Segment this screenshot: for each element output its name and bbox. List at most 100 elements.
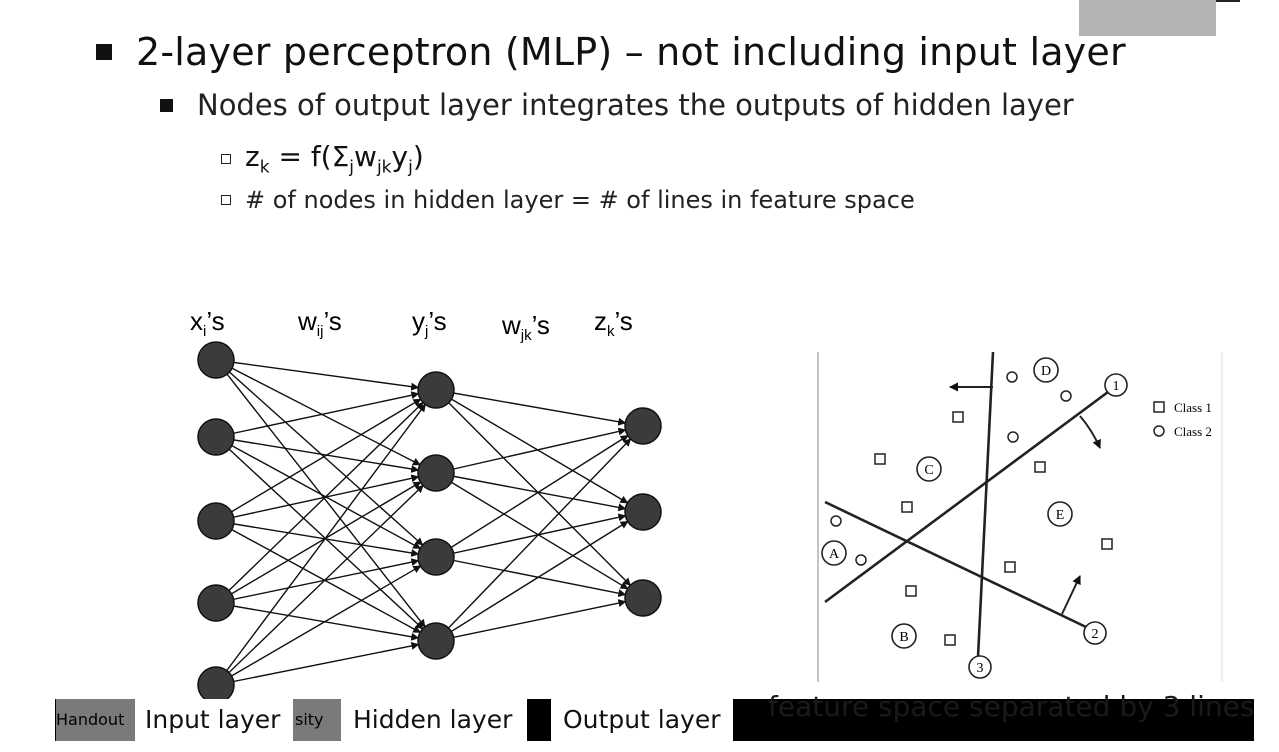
legend-class2-circle-icon [1153, 425, 1165, 437]
corner-gray-box [1079, 0, 1216, 36]
separator-line-1 [824, 390, 1109, 604]
connection-edge [215, 558, 420, 604]
connection-edge [215, 565, 422, 686]
output-node [624, 579, 662, 617]
connection-edge [215, 436, 422, 549]
hidden-node [417, 371, 455, 409]
input-node [197, 502, 235, 540]
connection-edge [435, 513, 627, 558]
formula: zk = f(Σjwjkyj) [245, 140, 424, 178]
legend-class1: Class 1 [1174, 400, 1212, 415]
region-D-circle [1033, 357, 1059, 383]
connection-edge [215, 436, 424, 630]
feature-space-diagram: 1 2 3 A B C D E Class 1 [817, 352, 1223, 682]
connection-edge [215, 398, 422, 522]
line-label-1-circle [1104, 373, 1128, 397]
connection-edge [435, 599, 627, 642]
class1-point [874, 453, 886, 465]
region-B-circle [891, 623, 917, 649]
connection-edge [215, 403, 426, 686]
class1-point [901, 501, 913, 513]
label-y: yj’s [412, 306, 447, 340]
input-node [197, 341, 235, 379]
direction-arrow-2 [1061, 575, 1081, 615]
connection-edge [435, 472, 627, 512]
connection-edge [215, 359, 421, 466]
region-label-E: E [1056, 508, 1065, 523]
line-label-2-circle [1083, 621, 1107, 645]
region-label-D: D [1041, 364, 1051, 379]
line-label-3-circle [968, 655, 992, 679]
input-node [197, 418, 235, 456]
slide-heading: 2-layer perceptron (MLP) – not including… [136, 30, 1126, 74]
connection-edge [215, 359, 420, 391]
footer-handout-fragment: Handout [56, 699, 135, 741]
class1-point [1101, 538, 1113, 550]
connection-edge [215, 359, 424, 546]
input-node [197, 584, 235, 622]
separator-line-2 [824, 500, 1087, 629]
corner-rule [1216, 0, 1240, 2]
nodes-note: # of nodes in hidden layer = # of lines … [245, 186, 915, 214]
class2-point [855, 554, 867, 566]
label-x: xi’s [190, 306, 225, 340]
connection-edge [435, 472, 629, 590]
output-node [624, 493, 662, 531]
sub-heading: Nodes of output layer integrates the out… [197, 88, 1074, 122]
region-label-C: C [924, 463, 933, 478]
connection-edge [215, 436, 420, 473]
connection-edge [435, 435, 629, 558]
mlp-diagram: xi’s wij’s yj’s wjk’s zk’s [190, 306, 662, 700]
region-A-circle [821, 540, 847, 566]
region-label-B: B [899, 630, 908, 645]
region-C-circle [916, 456, 942, 482]
connection-edge [215, 520, 422, 633]
hollow-square-bullet-icon [221, 195, 231, 205]
connection-edge [435, 389, 632, 586]
connection-edge [215, 474, 420, 522]
label-z: zk’s [594, 306, 633, 340]
legend-class1-square-icon [1153, 401, 1165, 413]
legend-class2: Class 2 [1174, 424, 1212, 439]
connection-edge [435, 389, 627, 426]
label-wjk: wjk’s [501, 310, 550, 344]
class2-point [1007, 431, 1019, 443]
region-E-circle [1047, 501, 1073, 527]
connection-edge [215, 401, 424, 604]
class2-point [1006, 371, 1018, 383]
connection-edge [435, 389, 629, 504]
connection-edge [215, 391, 420, 438]
hollow-square-bullet-icon [221, 153, 231, 164]
direction-arrow-1 [1079, 415, 1101, 449]
footer-sity-fragment: sity [293, 699, 341, 741]
filled-square-bullet-icon [96, 44, 112, 60]
line-label-2: 2 [1092, 627, 1099, 642]
nodes-note-bullet: # of nodes in hidden layer = # of lines … [221, 186, 915, 214]
connection-edge [435, 520, 629, 642]
hidden-node [417, 538, 455, 576]
connection-edge [215, 602, 420, 641]
separator-line-3 [976, 352, 995, 658]
class1-point [1004, 561, 1016, 573]
connection-edge [215, 641, 420, 686]
label-wij: wij’s [297, 306, 342, 340]
connection-edge [215, 481, 422, 604]
line-label-3: 3 [977, 661, 984, 676]
input-layer-label: Input layer [135, 699, 293, 745]
sub-bullet: Nodes of output layer integrates the out… [160, 88, 1074, 122]
output-node [624, 407, 662, 445]
connection-edge [215, 520, 420, 557]
legend: Class 1 Class 2 [1153, 400, 1212, 439]
class1-point [905, 585, 917, 597]
connection-edge [215, 484, 424, 686]
class1-point [1034, 461, 1046, 473]
class2-point [830, 515, 842, 527]
formula-bullet: zk = f(Σjwjkyj) [221, 140, 424, 178]
connection-edge [435, 427, 627, 474]
class2-point [1060, 390, 1072, 402]
main-bullet: 2-layer perceptron (MLP) – not including… [96, 30, 1126, 74]
region-label-A: A [829, 547, 840, 562]
hidden-layer-label: Hidden layer [341, 699, 527, 745]
class1-point [944, 634, 956, 646]
hidden-node [417, 454, 455, 492]
